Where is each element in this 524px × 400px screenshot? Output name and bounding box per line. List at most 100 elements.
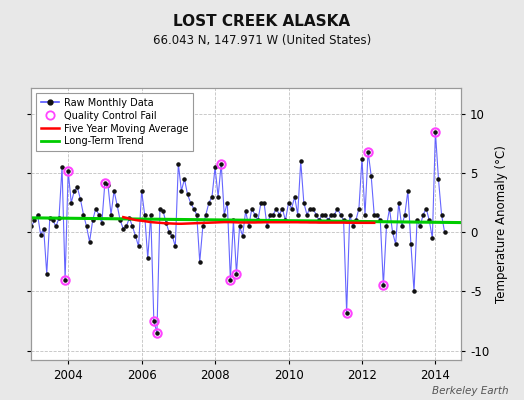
Point: [330, 211, 339, 218]
Point: [140, 211, 149, 218]
Point: [434, 176, 443, 182]
Point: [300, 200, 308, 206]
Point: [116, 217, 124, 224]
Point: [52, 223, 60, 230]
Point: [92, 206, 100, 212]
Point: [257, 200, 265, 206]
Point: [260, 200, 268, 206]
Point: [104, 182, 112, 188]
Point: [345, 211, 354, 218]
Point: [214, 194, 222, 200]
Point: [110, 188, 118, 194]
Point: [150, 318, 158, 324]
Point: [156, 206, 164, 212]
Point: [340, 217, 348, 224]
Point: [410, 288, 418, 295]
Point: [34, 211, 42, 218]
Point: [398, 223, 406, 230]
Point: [321, 211, 330, 218]
Point: [27, 223, 36, 230]
Point: [269, 211, 277, 218]
Point: [250, 211, 259, 218]
Point: [245, 223, 253, 230]
Point: [285, 200, 293, 206]
Point: [278, 206, 287, 212]
Point: [42, 270, 51, 277]
Point: [195, 259, 204, 265]
Point: [425, 217, 433, 224]
Point: [364, 149, 372, 155]
Point: [305, 206, 314, 212]
Point: [373, 211, 381, 218]
Point: [67, 200, 75, 206]
Point: [220, 211, 228, 218]
Point: [211, 164, 219, 170]
Point: [383, 223, 391, 230]
Point: [254, 217, 262, 224]
Point: [107, 211, 115, 218]
Point: [263, 223, 271, 230]
Text: 66.043 N, 147.971 W (United States): 66.043 N, 147.971 W (United States): [153, 34, 371, 47]
Point: [428, 235, 436, 241]
Point: [132, 233, 140, 239]
Point: [391, 241, 400, 247]
Point: [303, 211, 311, 218]
Point: [318, 211, 326, 218]
Point: [388, 229, 397, 236]
Point: [248, 206, 256, 212]
Point: [379, 282, 388, 289]
Point: [348, 223, 357, 230]
Point: [199, 223, 207, 230]
Point: [343, 310, 351, 316]
Point: [187, 200, 195, 206]
Point: [367, 172, 375, 179]
Point: [324, 217, 333, 224]
Point: [205, 200, 213, 206]
Point: [89, 217, 97, 224]
Point: [64, 168, 72, 174]
Point: [358, 156, 366, 162]
Point: [242, 208, 250, 214]
Point: [202, 211, 210, 218]
Point: [208, 194, 216, 200]
Point: [401, 211, 409, 218]
Point: [403, 188, 412, 194]
Point: [30, 217, 39, 224]
Point: [275, 211, 283, 218]
Point: [39, 226, 48, 232]
Point: [79, 211, 88, 218]
Point: [419, 211, 428, 218]
Point: [266, 211, 275, 218]
Point: [37, 232, 45, 238]
Point: [82, 223, 91, 230]
Point: [361, 211, 369, 218]
Point: [159, 208, 167, 214]
Point: [162, 220, 170, 226]
Point: [70, 188, 79, 194]
Point: [336, 211, 345, 218]
Point: [309, 206, 317, 212]
Point: [395, 200, 403, 206]
Legend: Raw Monthly Data, Quality Control Fail, Five Year Moving Average, Long-Term Tren: Raw Monthly Data, Quality Control Fail, …: [36, 93, 193, 151]
Point: [232, 270, 241, 277]
Point: [333, 206, 342, 212]
Point: [293, 211, 302, 218]
Point: [290, 194, 299, 200]
Point: [137, 188, 146, 194]
Point: [122, 223, 130, 230]
Point: [385, 206, 394, 212]
Point: [76, 196, 84, 202]
Point: [438, 211, 446, 218]
Point: [315, 217, 323, 224]
Point: [94, 211, 103, 218]
Point: [85, 238, 94, 245]
Point: [235, 223, 244, 230]
Point: [413, 217, 421, 224]
Point: [192, 211, 201, 218]
Y-axis label: Temperature Anomaly (°C): Temperature Anomaly (°C): [495, 145, 508, 303]
Point: [128, 223, 137, 230]
Point: [55, 215, 63, 221]
Point: [226, 276, 235, 283]
Point: [177, 188, 185, 194]
Point: [312, 211, 320, 218]
